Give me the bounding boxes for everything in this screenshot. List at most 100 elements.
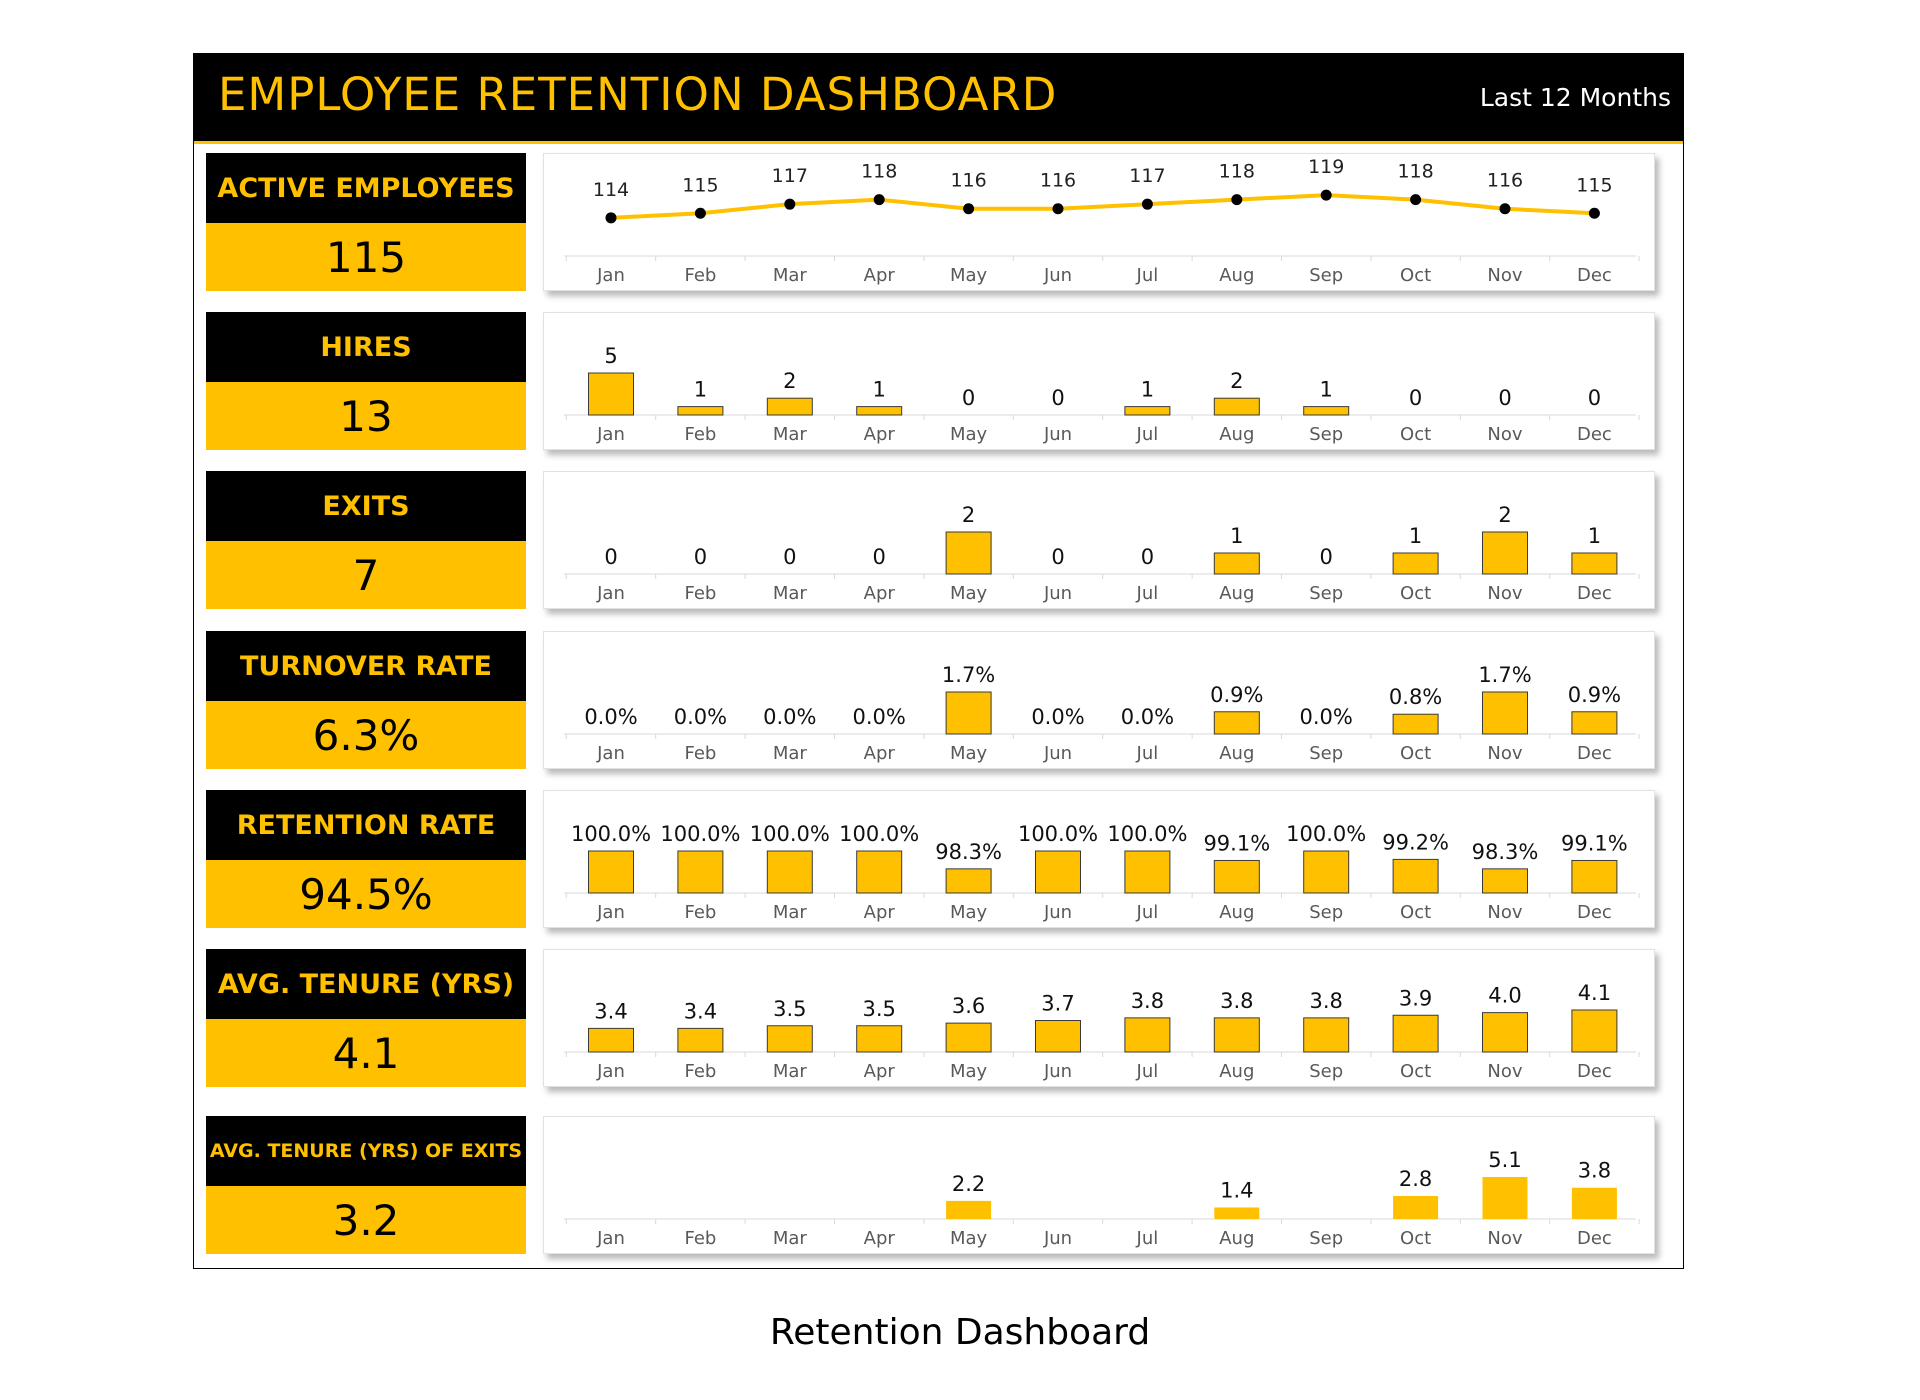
data-label: 0 — [1588, 386, 1601, 410]
x-tick-label: Aug — [1219, 265, 1254, 286]
x-tick-label: Jul — [1136, 583, 1159, 604]
data-label: 119 — [1308, 156, 1344, 178]
data-point — [605, 212, 617, 224]
x-tick-label: Apr — [864, 583, 896, 604]
data-label: 0 — [1409, 386, 1422, 410]
bar — [1303, 850, 1350, 894]
data-point — [1410, 194, 1422, 206]
x-tick-label: Dec — [1577, 902, 1612, 923]
kpi-value: 94.5% — [206, 860, 526, 928]
kpi-avg-tenure: AVG. TENURE (YRS) 4.1 — [206, 949, 526, 1087]
bar — [1571, 859, 1618, 894]
bar — [1482, 691, 1528, 735]
data-label: 3.4 — [684, 999, 717, 1023]
data-label: 3.8 — [1309, 989, 1342, 1013]
x-tick-label: Oct — [1400, 1228, 1431, 1249]
x-tick-label: Jun — [1043, 1228, 1072, 1249]
data-label: 98.3% — [1472, 840, 1539, 864]
x-tick-label: Dec — [1577, 265, 1612, 286]
x-tick-label: Jul — [1136, 902, 1159, 923]
kpi-exits: EXITS 7 — [206, 471, 526, 609]
x-tick-label: Nov — [1487, 265, 1522, 286]
x-tick-label: Sep — [1309, 902, 1343, 923]
data-label: 0 — [1141, 545, 1154, 569]
x-tick-label: Apr — [864, 902, 896, 923]
bar — [588, 372, 634, 416]
x-tick-label: Dec — [1577, 424, 1612, 445]
x-tick-label: Oct — [1400, 424, 1431, 445]
chart-panel-active-employees: Jan Feb Mar Apr May Jun Jul Aug Sep Oct Nov Dec 114 1… — [543, 153, 1655, 291]
data-label: 0.9% — [1568, 683, 1621, 707]
data-label: 0.8% — [1389, 685, 1442, 709]
bar — [1571, 552, 1618, 575]
x-tick-label: Sep — [1309, 265, 1343, 286]
data-label: 1 — [1588, 524, 1601, 548]
x-tick-label: Jan — [596, 424, 625, 445]
x-tick-label: Dec — [1577, 1061, 1612, 1082]
x-tick-label: Mar — [773, 1061, 808, 1082]
data-label: 99.1% — [1203, 831, 1270, 855]
data-label: 3.6 — [952, 994, 985, 1018]
kpi-label: TURNOVER RATE — [206, 631, 526, 701]
chart-panel-retention-rate: Jan Feb Mar Apr May Jun Jul Aug Sep Oct Nov Dec 100.… — [543, 790, 1655, 928]
data-point — [694, 207, 706, 219]
data-label: 1.4 — [1220, 1178, 1253, 1202]
bar — [1482, 868, 1528, 894]
data-label: 3.7 — [1041, 992, 1074, 1016]
bar — [1035, 1020, 1081, 1053]
bar — [677, 1027, 724, 1053]
data-label: 1 — [1409, 524, 1422, 548]
bar — [945, 531, 992, 575]
bar — [1303, 1017, 1350, 1053]
data-point — [1499, 203, 1511, 215]
x-tick-label: Nov — [1487, 424, 1522, 445]
x-tick-label: Aug — [1219, 1228, 1254, 1249]
x-tick-label: Jun — [1043, 583, 1072, 604]
data-label: 1 — [1230, 524, 1243, 548]
x-tick-label: Aug — [1219, 583, 1254, 604]
chart-svg: Jan Feb Mar Apr May Jun Jul Aug Sep Oct Nov Dec 2.2 1… — [564, 1148, 1640, 1249]
x-tick-label: Feb — [684, 265, 716, 286]
data-label: 0 — [1320, 545, 1333, 569]
bar — [1392, 1014, 1439, 1053]
kpi-active-employees: ACTIVE EMPLOYEES 115 — [206, 153, 526, 291]
data-label: 1 — [694, 378, 707, 402]
data-label: 0 — [962, 386, 975, 410]
x-tick-label: Jun — [1043, 265, 1072, 286]
data-label: 0 — [694, 545, 707, 569]
kpi-retention-rate: RETENTION RATE 94.5% — [206, 790, 526, 928]
data-point — [1141, 198, 1153, 210]
bar — [856, 850, 903, 894]
x-tick-label: Oct — [1400, 583, 1431, 604]
x-tick-label: Mar — [773, 583, 808, 604]
x-tick-label: Dec — [1577, 1228, 1612, 1249]
data-label: 115 — [682, 174, 718, 196]
data-label: 3.8 — [1578, 1159, 1611, 1183]
x-tick-label: Jun — [1043, 743, 1072, 764]
data-point — [1588, 207, 1600, 219]
data-label: 117 — [772, 165, 808, 187]
data-label: 0.0% — [1031, 705, 1084, 729]
data-label: 2.2 — [952, 1172, 985, 1196]
data-label: 100.0% — [571, 822, 651, 846]
data-label: 118 — [861, 161, 897, 183]
x-tick-label: Nov — [1487, 1228, 1522, 1249]
data-point — [1231, 194, 1243, 206]
data-label: 117 — [1129, 165, 1165, 187]
bar — [1035, 850, 1081, 894]
x-tick-label: May — [950, 583, 988, 604]
data-label: 0.0% — [763, 705, 816, 729]
data-label: 118 — [1397, 161, 1433, 183]
data-label: 0.0% — [674, 705, 727, 729]
x-tick-label: Feb — [684, 1228, 716, 1249]
period-label: Last 12 Months — [1479, 83, 1671, 112]
dashboard: EMPLOYEE RETENTION DASHBOARD Last 12 Mon… — [193, 53, 1684, 1269]
chart-panel-avg-tenure: Jan Feb Mar Apr May Jun Jul Aug Sep Oct Nov Dec 3.4 3… — [543, 949, 1655, 1087]
x-tick-label: Mar — [773, 743, 808, 764]
kpi-label: HIRES — [206, 312, 526, 382]
data-label: 3.5 — [862, 997, 895, 1021]
dashboard-title: EMPLOYEE RETENTION DASHBOARD — [218, 68, 1058, 121]
x-tick-label: Jan — [596, 902, 625, 923]
x-tick-label: Jul — [1136, 743, 1159, 764]
data-label: 0 — [1498, 386, 1511, 410]
